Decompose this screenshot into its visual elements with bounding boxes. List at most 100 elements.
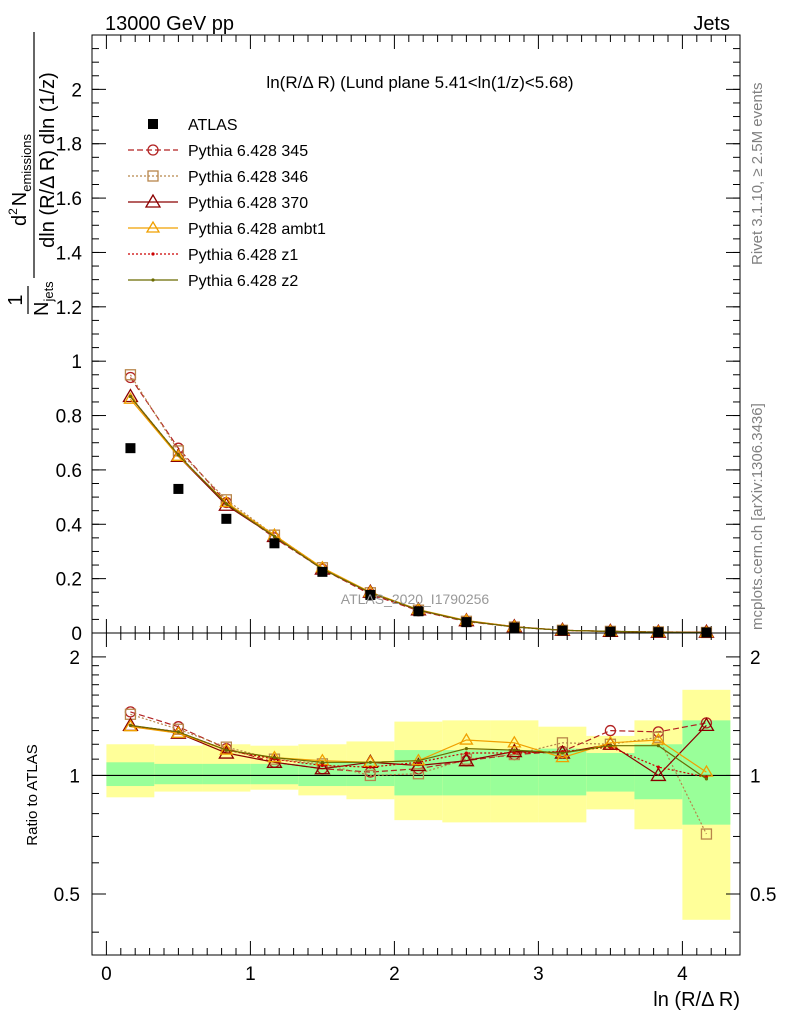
ratio-series-marker [512,751,516,755]
main-y-tick-label: 1.2 [56,298,82,319]
x-tick-label: 2 [389,964,400,985]
ylabel-n: N [9,192,31,206]
legend-entry: Pythia 6.428 370 [128,193,308,212]
ratio-y-tick-label-right: 2 [750,648,761,669]
ylabel-den-sub: jets [41,281,56,303]
ratio-y-tick-label: 1 [69,766,80,787]
main-series-marker [128,394,133,399]
legend-label: Pythia 6.428 345 [188,143,308,160]
ratio-series-marker [128,723,133,727]
main-y-tick-label: 1 [71,352,82,373]
atlas-data-point [461,617,472,628]
main-series-marker [171,449,186,461]
ratio-band-inner [682,720,731,825]
atlas-data-point [269,538,280,549]
x-tick-label: 4 [677,964,688,985]
ratio-y-tick-label: 2 [69,648,80,669]
ratio-panel: 0.5 0.5 1 1 2 2 Ratio to ATLAS 0 1 2 3 4 ln (R/Δ … [24,632,776,1011]
ratio-series-marker [416,759,421,763]
ylabel-frac-den: Njets [31,281,56,316]
watermark: ATLAS_2020_I1790256 [341,591,490,607]
ratio-series-marker [464,746,468,751]
ratio-band-inner [154,763,203,785]
ratio-series-marker [224,748,228,752]
atlas-data-point [701,627,712,638]
ratio-band-inner [586,753,635,792]
ratio-series-marker [172,723,185,735]
ylabel-numerator: d2 Nemissions [6,133,34,226]
ylabel-fraction: d2 Nemissions dln (R/Δ R) dln (1/z) [6,32,59,278]
atlas-data-point [413,606,424,617]
ratio-series-marker [364,769,377,782]
ratio-series-marker [272,756,277,760]
main-y-tick-label: 1.8 [56,135,82,156]
atlas-data-point [557,625,568,636]
atlas-data-point [653,627,664,638]
legend-marker [151,278,155,282]
main-y-tick-label: 0.6 [56,461,82,482]
atlas-data-point [365,589,376,600]
ratio-series-marker [320,760,324,764]
legend-marker [148,119,158,129]
legend: ATLAS Pythia 6.428 345 Pythia 6.428 346 Pyt… [128,117,326,290]
legend-label: Pythia 6.428 370 [188,195,308,212]
legend-marker [144,193,162,208]
ratio-series-marker [650,767,667,782]
main-y-tick-label: 2 [71,80,82,101]
ratio-band-inner [346,762,395,787]
ratio-series-marker [556,737,569,749]
main-series-marker [123,391,138,404]
ratio-series-marker [459,732,474,745]
ratio-plot-marks [122,706,715,840]
legend-entry: Pythia 6.428 346 [128,169,308,186]
main-plot-marks [122,369,715,639]
main-y-tick-label: 1.4 [56,243,83,264]
ratio-series-marker [464,751,468,755]
main-series-marker [124,369,137,381]
ratio-series-marker [220,741,233,753]
ratio-series-marker [458,752,475,767]
atlas-data-point [125,443,136,454]
ratio-y-tick-label-right: 1 [750,766,761,787]
ratio-series-marker [314,760,331,775]
atlas-data-point [317,566,328,577]
legend-entry: ATLAS [148,117,238,134]
ratio-y-axis: 0.5 0.5 1 1 2 2 [54,648,776,933]
main-series-marker [272,534,277,539]
ratio-series-marker [368,765,372,769]
legend-entry: Pythia 6.428 z2 [128,273,298,290]
ratio-series-marker [320,763,324,768]
ratio-series-marker [560,751,565,755]
legend-entry: Pythia 6.428 z1 [128,247,298,264]
legend-entry: Pythia 6.428 ambt1 [128,220,326,238]
main-series-marker [122,388,139,403]
ylabel-sup: 2 [6,208,20,215]
ratio-series-marker [368,760,372,764]
ratio-series-marker [698,717,715,732]
ratio-frame [91,632,741,956]
ratio-series-marker [412,768,425,780]
ratio-series-marker [218,744,235,759]
ratio-series-marker [704,777,709,781]
ratio-series-marker [604,724,617,737]
main-series-marker [176,453,180,457]
legend-label: Pythia 6.428 346 [188,169,308,186]
x-tick-label: 0 [101,964,112,985]
legend-label: Pythia 6.428 ambt1 [188,221,326,238]
legend-marker [147,144,159,156]
ratio-series-marker [656,744,660,748]
ratio-series-marker [608,744,613,748]
main-y-tick-label: 0.4 [56,515,83,536]
ratio-series-marker [507,735,522,748]
x-axis-label: ln (R/Δ R) [653,989,740,1011]
atlas-data-point [221,513,232,524]
ratio-band-inner [490,750,539,796]
ratio-series-marker [656,765,660,769]
ylabel-den-n: N [31,302,53,316]
legend-label: ATLAS [188,117,238,134]
x-tick-label: 1 [245,964,256,985]
ratio-band-inner [634,744,683,800]
ratio-band-inner [250,763,299,785]
main-y-label: 1 Njets d2 Nemissions dln (R/Δ R) dln (1/… [5,32,59,316]
legend-marker [147,170,159,182]
